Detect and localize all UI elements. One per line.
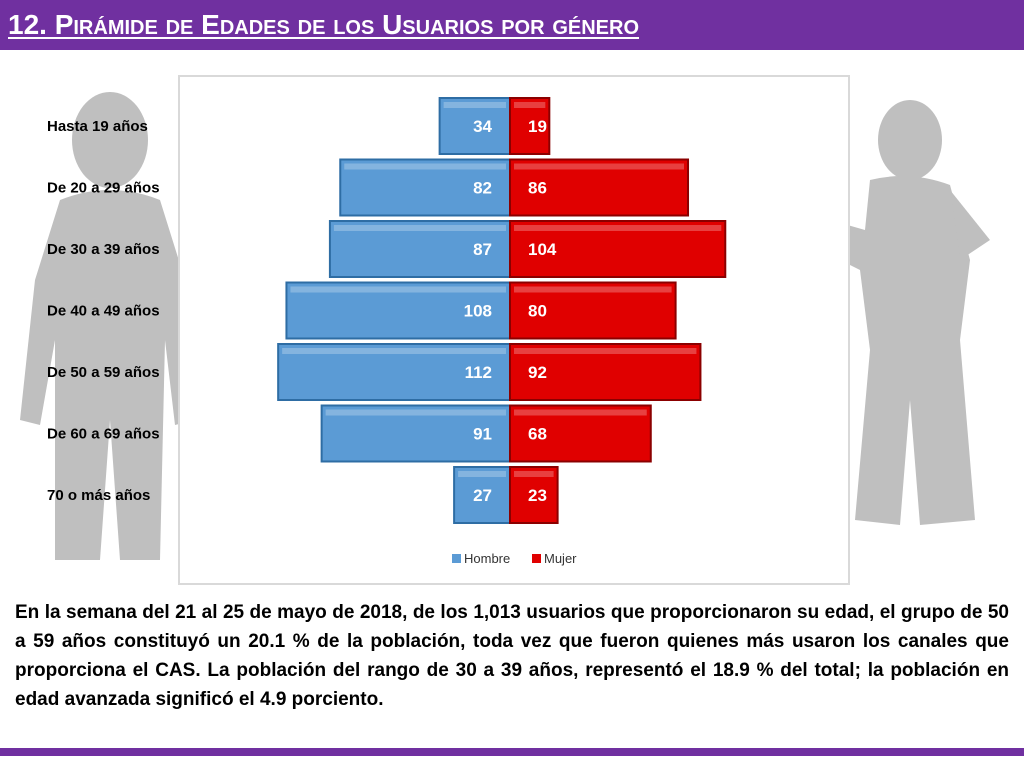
legend-swatch-hombre xyxy=(452,554,461,563)
bar-highlight-mujer xyxy=(514,102,546,108)
category-label: De 50 a 59 años xyxy=(47,364,160,381)
bar-highlight-hombre xyxy=(333,225,506,231)
bar-highlight-mujer xyxy=(514,286,672,293)
category-label: 70 o más años xyxy=(47,487,150,504)
data-label-mujer: 86 xyxy=(528,179,547,198)
bar-highlight-hombre xyxy=(290,286,506,293)
bars-layer xyxy=(277,97,727,524)
bar-mujer xyxy=(509,404,652,463)
legend-label-mujer: Mujer xyxy=(544,551,577,566)
data-label-mujer: 92 xyxy=(528,363,547,382)
chart-legend: Hombre Mujer xyxy=(452,551,577,566)
summary-paragraph: En la semana del 21 al 25 de mayo de 201… xyxy=(15,602,1009,710)
bar-highlight-hombre xyxy=(325,409,506,416)
bar-highlight-hombre xyxy=(443,102,506,108)
bar-highlight-hombre xyxy=(344,163,506,170)
category-label: De 30 a 39 años xyxy=(47,241,160,258)
bar-hombre xyxy=(438,97,511,155)
bar-highlight-mujer xyxy=(514,348,697,354)
bar-highlight-mujer xyxy=(514,409,647,416)
man-silhouette-image xyxy=(20,92,195,560)
data-label-mujer: 104 xyxy=(528,240,557,259)
page-title: 12. Pirámide de Edades de los Usuarios p… xyxy=(8,9,640,40)
bar-mujer xyxy=(509,466,559,524)
bar-highlight-hombre xyxy=(282,348,506,354)
bar-highlight-mujer xyxy=(514,163,685,170)
data-label-hombre: 27 xyxy=(473,486,492,505)
labels-layer: Hasta 19 años De 20 a 29 años De 30 a 39 a… xyxy=(47,117,557,505)
woman-silhouette-image xyxy=(765,100,990,525)
data-label-hombre: 82 xyxy=(473,179,492,198)
bar-mujer xyxy=(509,220,727,278)
data-label-hombre: 87 xyxy=(473,240,492,259)
title-bar: 12. Pirámide de Edades de los Usuarios p… xyxy=(0,0,1024,50)
bar-hombre xyxy=(339,158,512,217)
footer-line xyxy=(0,748,1024,756)
data-label-hombre: 34 xyxy=(473,117,492,136)
bar-hombre xyxy=(277,343,511,401)
bar-mujer xyxy=(509,343,702,401)
category-label: De 40 a 49 años xyxy=(47,303,160,320)
data-label-mujer: 23 xyxy=(528,486,547,505)
bar-hombre xyxy=(285,281,511,340)
legend-swatch-mujer xyxy=(532,554,541,563)
bar-mujer xyxy=(509,281,677,340)
legend-label-hombre: Hombre xyxy=(464,551,510,566)
bar-hombre xyxy=(453,466,511,524)
bar-highlight-mujer xyxy=(514,225,722,231)
bar-mujer xyxy=(509,97,551,155)
data-label-mujer: 68 xyxy=(528,425,547,444)
data-label-mujer: 19 xyxy=(528,117,547,136)
data-label-hombre: 91 xyxy=(473,425,492,444)
bar-highlight-hombre xyxy=(458,471,506,477)
bar-highlight-mujer xyxy=(514,471,554,477)
bar-hombre xyxy=(320,404,511,463)
data-label-mujer: 80 xyxy=(528,302,547,321)
category-label: De 60 a 69 años xyxy=(47,426,160,443)
category-label: De 20 a 29 años xyxy=(47,180,160,197)
data-label-hombre: 108 xyxy=(464,302,492,321)
category-label: Hasta 19 años xyxy=(47,118,148,135)
bar-mujer xyxy=(509,158,690,217)
data-label-hombre: 112 xyxy=(465,363,492,382)
